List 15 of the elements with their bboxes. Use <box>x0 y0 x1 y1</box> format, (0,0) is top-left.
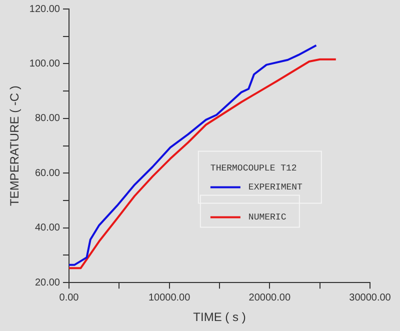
x-axis-title: TIME ( s ) <box>193 310 246 324</box>
x-tick-label: 20000.00 <box>248 292 291 304</box>
x-tick-label: 30000.00 <box>349 292 392 304</box>
y-axis-title: TEMPERATURE ( -C ) <box>8 86 22 206</box>
y-tick-label: 120.00 <box>29 4 60 15</box>
y-tick-label: 60.00 <box>34 168 60 179</box>
legend-label: NUMERIC <box>248 212 287 223</box>
y-tick-label: 40.00 <box>34 222 60 234</box>
x-tick-label: 0.00 <box>59 292 80 304</box>
y-tick-label: 80.00 <box>34 113 60 124</box>
legend-label: EXPERIMENT <box>248 182 304 193</box>
y-tick-label: 100.00 <box>29 58 60 70</box>
legend-title: THERMOCOUPLE T12 <box>210 164 297 174</box>
x-tick-label: 10000.00 <box>148 292 191 304</box>
y-tick-label: 20.00 <box>34 277 60 288</box>
